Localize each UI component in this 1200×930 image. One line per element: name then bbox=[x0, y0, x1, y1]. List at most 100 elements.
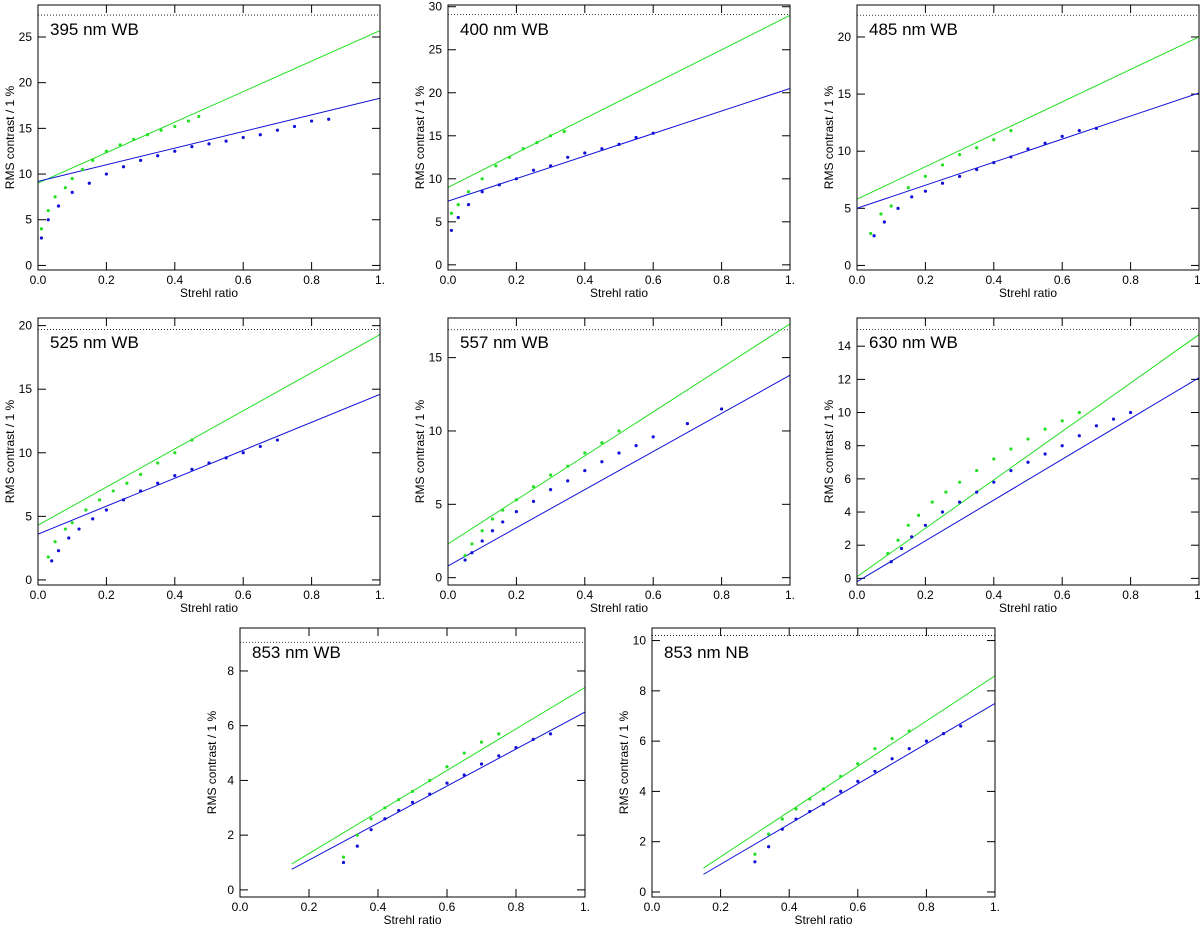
data-point bbox=[992, 138, 996, 142]
data-point bbox=[889, 204, 893, 208]
panel-title: 853 nm WB bbox=[252, 643, 341, 662]
data-point bbox=[190, 438, 194, 442]
data-point bbox=[890, 737, 894, 741]
data-point bbox=[923, 523, 928, 527]
data-point bbox=[856, 779, 860, 783]
data-point bbox=[907, 729, 911, 733]
data-point bbox=[341, 860, 346, 865]
data-point bbox=[767, 832, 771, 836]
panel: 0.0 0.2 0.4 0.6 0.8 1. 0 2 4 6 8 10 Strehl ratio RMS … bbox=[617, 627, 1000, 927]
x-tick-label: 0.4 bbox=[576, 273, 593, 287]
data-point bbox=[1060, 419, 1064, 423]
x-tick-label: 0.2 bbox=[712, 900, 729, 914]
data-point bbox=[397, 808, 401, 813]
x-tick-label: 0.4 bbox=[166, 588, 183, 602]
y-tick-label: 10 bbox=[429, 424, 443, 438]
x-axis-label: Strehl ratio bbox=[590, 601, 648, 615]
data-point bbox=[456, 203, 460, 207]
data-point bbox=[173, 149, 177, 153]
data-point bbox=[369, 828, 373, 832]
data-point bbox=[501, 508, 505, 512]
data-point bbox=[906, 186, 910, 190]
data-point bbox=[490, 529, 495, 533]
x-tick-label: 0.0 bbox=[30, 588, 47, 602]
y-tick-label: 6 bbox=[844, 472, 851, 486]
x-tick-label: 0.8 bbox=[713, 273, 730, 287]
x-tick-label: 0.6 bbox=[645, 588, 662, 602]
x-tick-label: 0.6 bbox=[1054, 588, 1071, 602]
data-point bbox=[583, 451, 587, 455]
data-point bbox=[63, 527, 67, 531]
y-axis-label: RMS contrast / 1 % bbox=[822, 85, 836, 189]
data-point bbox=[456, 215, 460, 220]
x-tick-label: 1. bbox=[1194, 588, 1200, 602]
fit-line bbox=[857, 377, 1199, 583]
data-point bbox=[46, 555, 50, 559]
x-tick-label: 0.2 bbox=[98, 273, 115, 287]
plot-frame bbox=[239, 627, 586, 898]
y-axis-label: RMS contrast / 1 % bbox=[822, 399, 836, 503]
data-point bbox=[156, 461, 160, 465]
data-point bbox=[156, 481, 160, 485]
data-point bbox=[896, 538, 900, 542]
data-point bbox=[466, 190, 471, 194]
data-point bbox=[125, 481, 129, 485]
data-point bbox=[975, 468, 979, 473]
x-tick-label: 0.2 bbox=[508, 273, 525, 287]
data-point bbox=[479, 740, 484, 744]
data-point bbox=[1060, 444, 1064, 448]
data-point bbox=[480, 177, 484, 181]
x-tick-label: 0.6 bbox=[439, 900, 456, 914]
data-point bbox=[634, 135, 638, 140]
x-tick-label: 0.8 bbox=[303, 588, 320, 602]
y-tick-label: 2 bbox=[639, 835, 646, 849]
y-tick-label: 10 bbox=[429, 172, 443, 186]
y-tick-label: 15 bbox=[19, 121, 33, 135]
data-point bbox=[479, 762, 484, 766]
data-point bbox=[70, 521, 74, 525]
data-point bbox=[941, 731, 946, 736]
x-axis-label: Strehl ratio bbox=[999, 286, 1057, 300]
y-tick-label: 15 bbox=[19, 382, 33, 396]
data-point bbox=[84, 508, 88, 512]
data-point bbox=[1026, 437, 1030, 441]
data-point bbox=[1026, 460, 1030, 464]
y-tick-label: 10 bbox=[19, 167, 33, 181]
x-tick-label: 1. bbox=[580, 900, 590, 914]
data-point bbox=[207, 461, 211, 465]
x-tick-label: 1. bbox=[375, 588, 385, 602]
data-point bbox=[1077, 434, 1081, 438]
data-point bbox=[1009, 468, 1013, 473]
x-tick-label: 1. bbox=[785, 273, 795, 287]
x-axis-label: Strehl ratio bbox=[180, 286, 238, 300]
y-tick-label: 5 bbox=[435, 215, 442, 229]
data-point bbox=[275, 438, 279, 442]
data-point bbox=[470, 542, 474, 546]
data-point bbox=[959, 724, 963, 728]
data-point bbox=[80, 167, 85, 172]
panel-title: 630 nm WB bbox=[869, 333, 958, 352]
data-point bbox=[462, 773, 466, 777]
data-point bbox=[224, 456, 228, 460]
data-point bbox=[50, 559, 54, 563]
data-point bbox=[341, 855, 346, 859]
panel-title: 525 nm WB bbox=[50, 333, 139, 352]
data-point bbox=[839, 774, 843, 778]
x-tick-label: 0.8 bbox=[918, 900, 935, 914]
data-point bbox=[501, 520, 505, 524]
data-point bbox=[91, 158, 95, 162]
data-point bbox=[879, 212, 883, 216]
data-point bbox=[449, 211, 454, 215]
data-point bbox=[1094, 424, 1098, 428]
data-point bbox=[1009, 447, 1013, 451]
y-tick-label: 15 bbox=[429, 129, 443, 143]
y-tick-label: 20 bbox=[429, 86, 443, 100]
x-tick-label: 0.0 bbox=[849, 588, 866, 602]
y-tick-label: 0 bbox=[25, 573, 32, 587]
y-tick-label: 5 bbox=[435, 497, 442, 511]
data-point bbox=[87, 181, 91, 185]
data-point bbox=[975, 146, 979, 150]
y-tick-label: 4 bbox=[227, 773, 234, 787]
plot-area bbox=[703, 675, 995, 875]
data-point bbox=[521, 147, 525, 151]
